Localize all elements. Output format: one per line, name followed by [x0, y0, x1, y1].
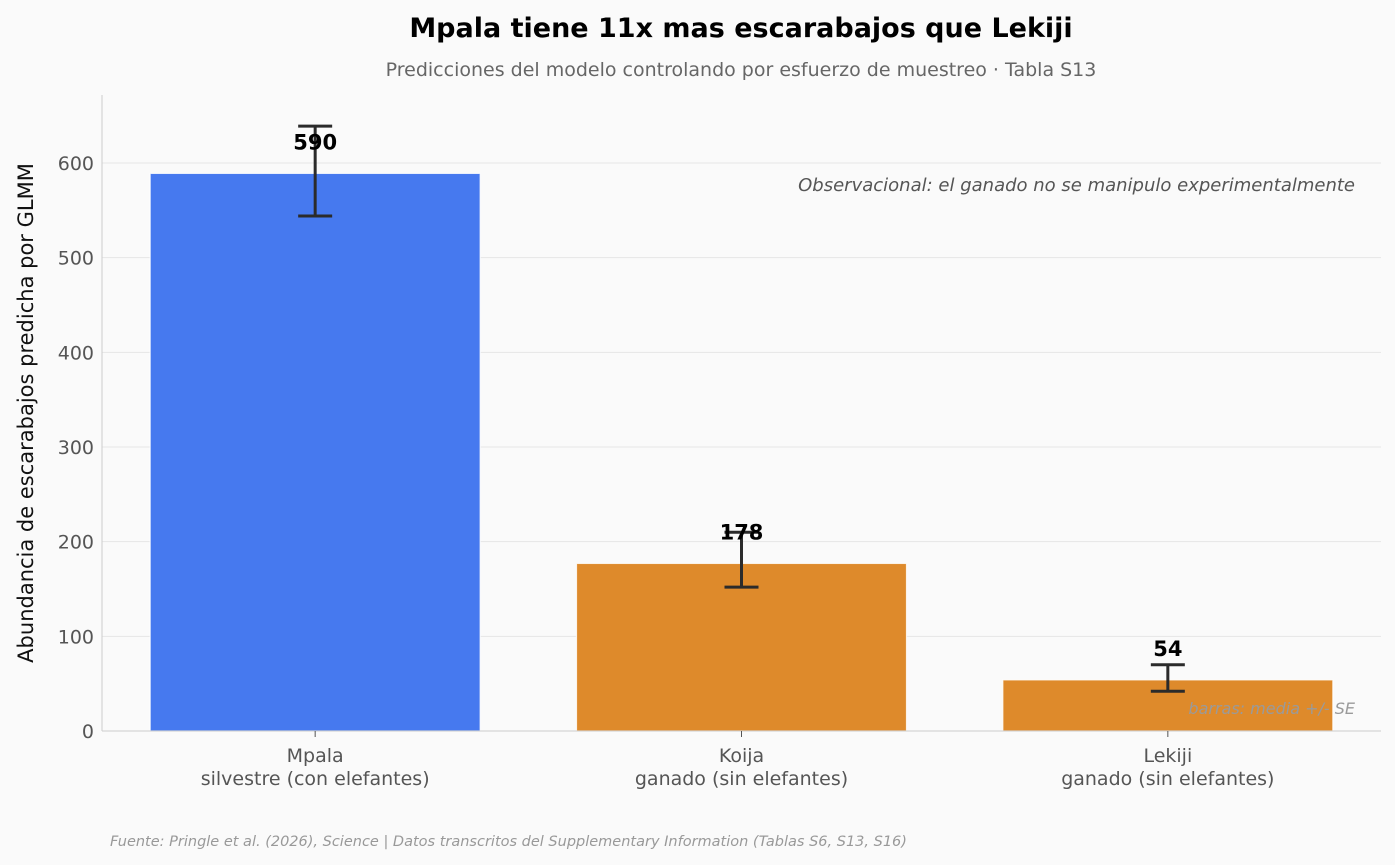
x-tick-label: Lekiji [1143, 745, 1192, 767]
source-note: Fuente: Pringle et al. (2026), Science |… [110, 834, 907, 850]
bar [149, 172, 481, 732]
y-axis-label: Abundancia de escarabajos predicha por G… [14, 163, 38, 663]
annotation-text: Observacional: el ganado no se manipulo … [798, 175, 1355, 196]
y-tick-label: 400 [58, 342, 94, 364]
y-tick-label: 100 [58, 626, 94, 648]
x-tick-label: Koija [719, 745, 764, 767]
y-tick-label: 200 [58, 532, 94, 554]
error-bars [298, 124, 1185, 693]
y-tick-label: 300 [58, 437, 94, 459]
value-label: 54 [1153, 637, 1182, 661]
value-label: 590 [293, 130, 337, 154]
error-note: barras: media +/- SE [1188, 699, 1355, 718]
chart-subtitle: Predicciones del modelo controlando por … [386, 59, 1097, 81]
y-tick-label: 0 [82, 721, 94, 743]
x-tick-sublabel: ganado (sin elefantes) [635, 768, 848, 790]
x-tick-label: Mpala [287, 745, 344, 767]
y-tick-label: 500 [58, 248, 94, 270]
y-tick-label: 600 [58, 153, 94, 175]
x-tick-sublabel: silvestre (con elefantes) [201, 768, 430, 790]
value-labels: 590 178 54 [293, 130, 1182, 660]
bars [149, 172, 1334, 732]
x-tick-sublabel: ganado (sin elefantes) [1061, 768, 1274, 790]
chart-title: Mpala tiene 11x mas escarabajos que Leki… [409, 13, 1072, 44]
value-label: 178 [720, 520, 764, 544]
bar [575, 562, 908, 732]
